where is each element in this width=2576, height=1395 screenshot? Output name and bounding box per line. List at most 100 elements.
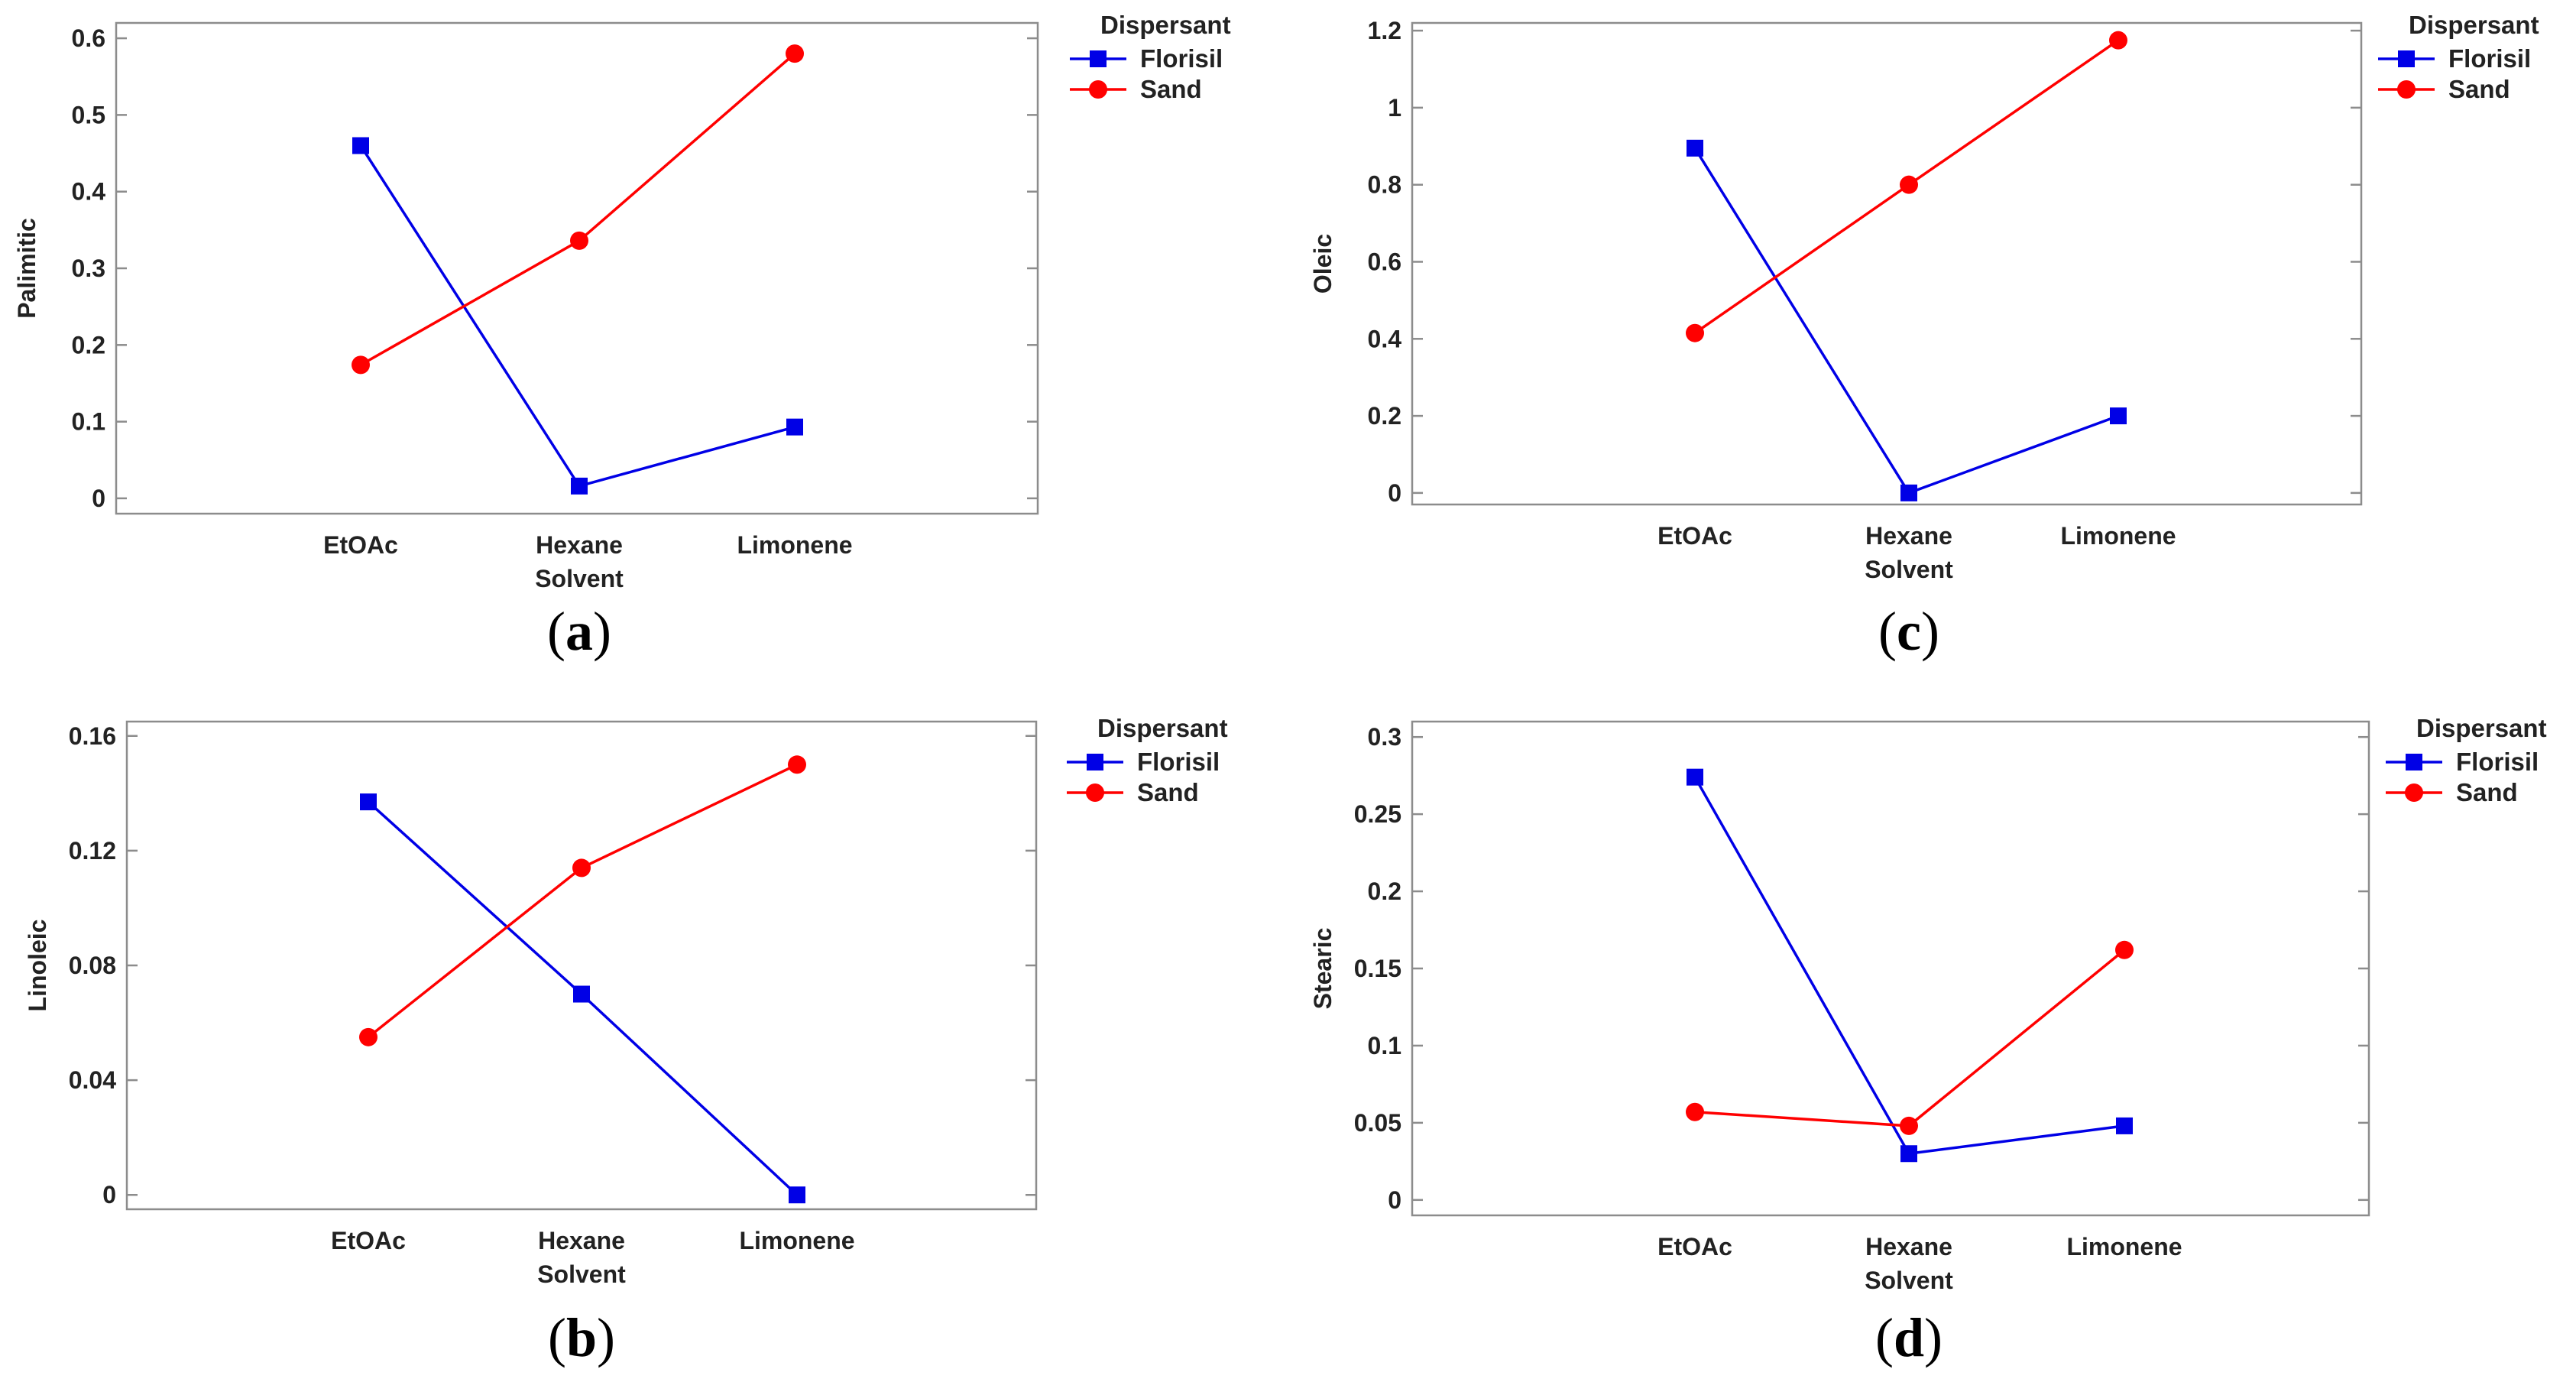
y-tick-label: 0.25 <box>1354 800 1401 828</box>
y-tick-label: 0.1 <box>1368 1032 1401 1059</box>
panel-letter: d <box>1894 1307 1924 1368</box>
x-tick-label: Hexane <box>536 531 623 559</box>
y-axis-title: Linoleic <box>24 920 51 1012</box>
chart-svg-b: 0 0.04 0.08 0.12 0.16 EtOAc Hexane Limonene Solv… <box>24 714 1228 1368</box>
legend-title: Dispersant <box>1100 11 1231 39</box>
data-point-sand-hexane <box>1900 1116 1918 1135</box>
series-line-florisil <box>359 144 795 488</box>
panel-label: (d) <box>1875 1307 1943 1368</box>
panel-letter: a <box>565 601 593 662</box>
x-axis-title: Solvent <box>537 1260 626 1288</box>
data-point-sand-hexane <box>570 231 588 250</box>
x-tick-label: Limonene <box>737 531 852 559</box>
y-tick-label: 0.04 <box>69 1066 116 1094</box>
data-point-florisil-etoac <box>352 137 369 154</box>
data-point-florisil-hexane <box>571 477 588 495</box>
data-point-florisil-hexane <box>1900 484 1917 501</box>
series-sand <box>352 44 804 375</box>
y-tick-label: 0 <box>1388 479 1401 507</box>
y-tick-label: 0.5 <box>72 101 105 128</box>
legend-title: Dispersant <box>2416 714 2547 742</box>
y-tick-label: 0.08 <box>69 952 116 979</box>
y-tick-label: 0.12 <box>69 837 116 865</box>
series-line-sand <box>1694 949 2126 1127</box>
y-axis-title: Stearic <box>1309 928 1337 1010</box>
y-tick-label: 0.2 <box>1368 878 1401 905</box>
legend-marker-sand <box>1089 80 1107 99</box>
series-sand <box>359 755 806 1046</box>
x-tick-label: EtOAc <box>323 531 398 559</box>
legend-label-florisil: Florisil <box>2456 748 2539 776</box>
y-tick-label: 0.2 <box>72 331 105 358</box>
series-sand <box>1686 31 2127 342</box>
y-tick-label: 0 <box>1388 1186 1401 1214</box>
y-tick-label: 0.3 <box>72 255 105 282</box>
y-tick-label: 0.6 <box>72 24 105 52</box>
data-point-sand-hexane <box>572 858 591 878</box>
plot-frame <box>1411 21 2363 506</box>
y-tick-label: 0.8 <box>1368 171 1401 199</box>
data-point-florisil-limonene <box>2116 1117 2133 1134</box>
y-tick-label: 1 <box>1388 94 1401 122</box>
data-point-florisil-limonene <box>789 1186 805 1204</box>
series-line-florisil <box>1693 147 2119 495</box>
y-tick-label: 0.4 <box>72 178 106 206</box>
chart-panel-b: 0 0.04 0.08 0.12 0.16 EtOAc Hexane Limonene Solv… <box>0 697 1284 1395</box>
legend-marker-sand <box>2397 80 2416 99</box>
y-tick-label: 0 <box>92 485 105 512</box>
chart-svg-a: 0 0.1 0.2 0.3 0.4 0.5 0.6 EtOAc Hexane Limonene So… <box>13 11 1231 662</box>
y-tick-label: 0.2 <box>1368 402 1401 430</box>
x-tick-label: Hexane <box>1865 522 1952 550</box>
chart-panel-d: 0 0.05 0.1 0.15 0.2 0.25 0.3 EtOAc Hexane Limonen… <box>1291 697 2576 1395</box>
x-axis-title: Solvent <box>535 565 624 592</box>
legend-title: Dispersant <box>1097 714 1228 742</box>
x-tick-label: EtOAc <box>331 1227 406 1254</box>
x-tick-label: Hexane <box>1865 1233 1952 1260</box>
series-florisil <box>1687 768 2133 1163</box>
legend-label-sand: Sand <box>1140 75 1202 103</box>
legend-label-florisil: Florisil <box>2448 44 2531 73</box>
chart-svg-d: 0 0.05 0.1 0.15 0.2 0.25 0.3 EtOAc Hexane Limonen… <box>1309 714 2547 1368</box>
data-point-florisil-etoac <box>1687 139 1703 157</box>
y-tick-label: 0.6 <box>1368 248 1401 275</box>
legend-label-florisil: Florisil <box>1137 748 1220 776</box>
chart-panel-a: 0 0.1 0.2 0.3 0.4 0.5 0.6 EtOAc Hexane Limonene So… <box>0 0 1284 697</box>
legend-marker-florisil <box>1087 754 1103 770</box>
legend-title: Dispersant <box>2409 11 2539 39</box>
panel-label: (c) <box>1878 601 1939 662</box>
data-point-sand-etoac <box>1686 323 1704 342</box>
legend-label-sand: Sand <box>1137 778 1199 806</box>
x-tick-label: Hexane <box>538 1227 625 1254</box>
data-point-sand-limonene <box>786 44 804 63</box>
legend-marker-sand <box>2405 783 2423 802</box>
series-sand <box>1686 940 2134 1135</box>
x-tick-label: Limonene <box>739 1227 854 1254</box>
data-point-sand-etoac <box>359 1027 377 1046</box>
legend-marker-florisil <box>2406 754 2422 770</box>
x-tick-label: Limonene <box>2066 1233 2182 1260</box>
y-tick-label: 0.3 <box>1368 723 1401 751</box>
y-tick-label: 0.4 <box>1368 325 1402 352</box>
y-tick-label: 0.1 <box>72 408 105 436</box>
series-line-florisil <box>1693 776 2125 1156</box>
data-point-sand-limonene <box>788 755 806 774</box>
data-point-florisil-etoac <box>360 793 377 811</box>
y-axis-title: Oleic <box>1309 234 1337 294</box>
data-point-sand-limonene <box>2109 31 2127 50</box>
plot-frame <box>125 720 1038 1211</box>
data-point-sand-limonene <box>2115 940 2134 959</box>
panel-letter: b <box>566 1307 597 1368</box>
legend-label-sand: Sand <box>2448 75 2510 103</box>
series-line-sand <box>360 52 796 366</box>
y-tick-label: 0 <box>102 1181 116 1208</box>
plot-frame <box>1411 720 2370 1217</box>
data-point-sand-etoac <box>1686 1102 1704 1121</box>
panel-letter: c <box>1897 601 1921 662</box>
series-florisil <box>360 793 805 1204</box>
legend-marker-florisil <box>1090 50 1107 67</box>
data-point-sand-etoac <box>352 355 370 375</box>
